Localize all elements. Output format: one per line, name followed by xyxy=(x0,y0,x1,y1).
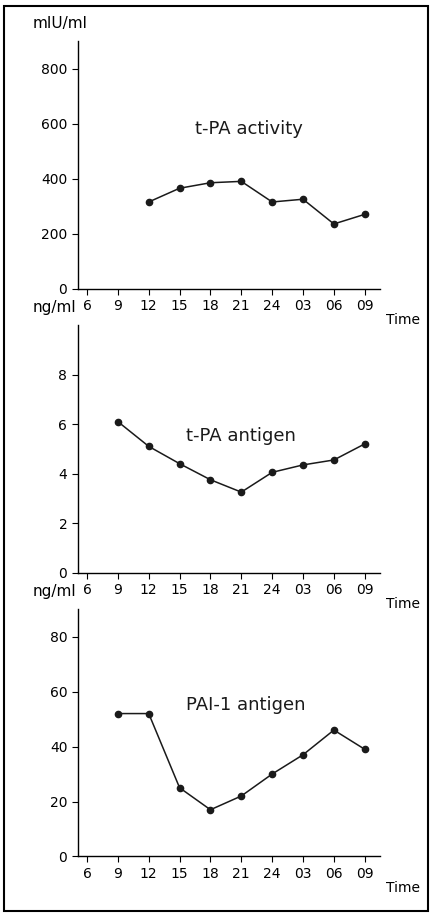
Text: PAI-1 antigen: PAI-1 antigen xyxy=(186,696,305,714)
Text: ng/ml: ng/ml xyxy=(32,584,76,599)
Text: Time: Time xyxy=(386,597,420,611)
Text: mIU/ml: mIU/ml xyxy=(32,16,87,31)
Text: ng/ml: ng/ml xyxy=(32,300,76,315)
Text: t-PA activity: t-PA activity xyxy=(195,120,303,138)
Text: Time: Time xyxy=(386,881,420,895)
Text: Time: Time xyxy=(386,313,420,327)
Text: t-PA antigen: t-PA antigen xyxy=(186,428,295,445)
